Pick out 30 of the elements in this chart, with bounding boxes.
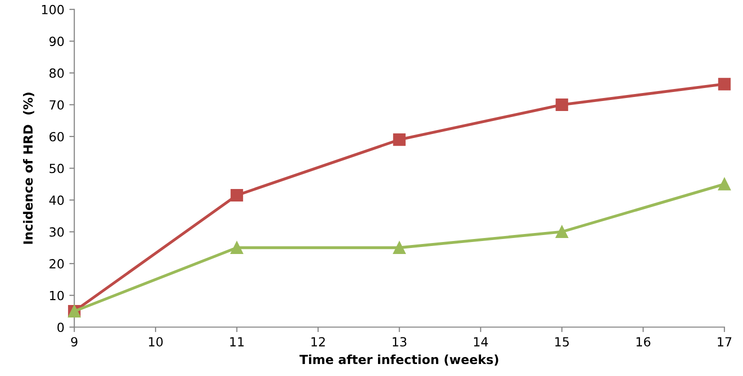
point [718, 78, 731, 90]
y-tick-label: 50 [50, 164, 64, 174]
point [393, 133, 406, 146]
x-tick-label: 12 [312, 337, 325, 346]
x-tick-label: 14 [474, 337, 488, 346]
y-axis-title: Incidence of HRD (%) [23, 92, 34, 244]
x-axis-title: Time after infection (weeks) [300, 354, 498, 366]
y-tick-label: 80 [50, 68, 64, 78]
y-tick-label: 90 [49, 36, 64, 46]
y-tick-label: 100 [42, 4, 64, 14]
point [556, 98, 568, 111]
x-tick-label: 16 [636, 337, 650, 347]
point [556, 226, 568, 238]
point [230, 189, 244, 202]
x-tick-label: 10 [148, 337, 163, 347]
x-tick-label: 15 [555, 337, 569, 347]
y-tick-label: 20 [50, 259, 64, 269]
x-tick-label: 11 [230, 337, 244, 346]
x-tick-label: 17 [718, 337, 732, 346]
y-tick-label: 10 [50, 290, 64, 300]
y-tick-label: 0 [57, 322, 64, 332]
point [718, 178, 731, 190]
x-tick-label: 13 [392, 337, 406, 347]
y-tick-label: 40 [49, 196, 64, 205]
point [230, 241, 244, 254]
y-tick-label: 60 [50, 132, 64, 142]
y-tick-label: 70 [50, 100, 64, 110]
point [393, 241, 406, 254]
x-tick-label: 9 [71, 337, 78, 347]
y-tick-label: 30 [50, 227, 64, 237]
